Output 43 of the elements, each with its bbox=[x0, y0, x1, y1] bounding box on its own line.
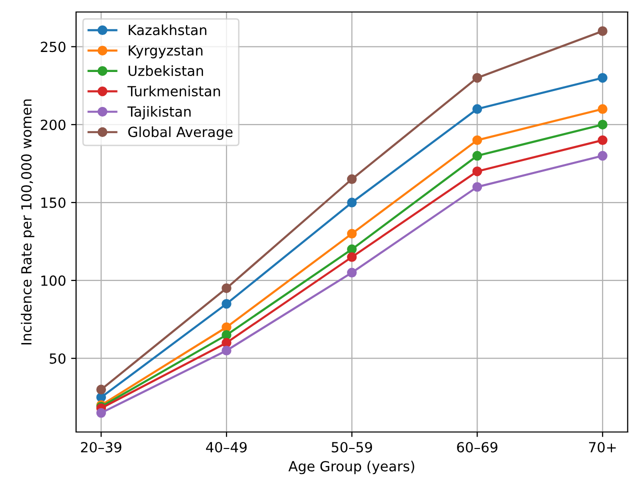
point bbox=[598, 135, 608, 146]
legend-label: Turkmenistan bbox=[127, 86, 220, 96]
point bbox=[472, 150, 482, 161]
x-tick-label: 70+ bbox=[589, 442, 616, 452]
point bbox=[96, 384, 106, 394]
point bbox=[222, 338, 232, 348]
point bbox=[222, 298, 232, 309]
point bbox=[598, 150, 608, 161]
point bbox=[222, 322, 232, 332]
point bbox=[598, 104, 608, 114]
point bbox=[598, 72, 608, 83]
x-tick-label: 50–59 bbox=[332, 442, 372, 452]
x-axis-title: Age Group (years) bbox=[288, 460, 414, 474]
point bbox=[347, 268, 357, 278]
point bbox=[347, 244, 357, 254]
point bbox=[472, 135, 482, 146]
legend-label: Global Average bbox=[128, 126, 232, 140]
point bbox=[96, 408, 106, 418]
y-axis-title: Incidence Rate per 100,000 women bbox=[20, 99, 34, 344]
y-tick-label: 150 bbox=[41, 197, 66, 208]
point bbox=[472, 72, 482, 83]
point bbox=[347, 174, 357, 184]
y-tick-label: 50 bbox=[50, 353, 66, 364]
point bbox=[472, 166, 482, 176]
point bbox=[598, 26, 608, 36]
legend-label: Tajikistan bbox=[127, 106, 191, 120]
point bbox=[222, 283, 232, 294]
point bbox=[472, 182, 482, 192]
point bbox=[598, 120, 608, 130]
legend-label: Kyrgyzstan bbox=[128, 45, 202, 58]
x-tick-label: 20–39 bbox=[81, 442, 122, 452]
x-tick-label: 40–49 bbox=[206, 442, 247, 452]
y-tick-label: 200 bbox=[40, 120, 66, 130]
point bbox=[222, 346, 232, 356]
x-tick-label: 60–69 bbox=[457, 442, 498, 452]
point bbox=[347, 252, 357, 262]
y-tick-label: 100 bbox=[41, 275, 66, 286]
y-tick-label: 250 bbox=[40, 42, 66, 52]
legend-label: Uzbekistan bbox=[128, 65, 204, 76]
legend-label: Kazakhstan bbox=[128, 24, 206, 36]
point bbox=[347, 228, 357, 239]
point bbox=[347, 198, 357, 208]
point bbox=[472, 104, 482, 114]
